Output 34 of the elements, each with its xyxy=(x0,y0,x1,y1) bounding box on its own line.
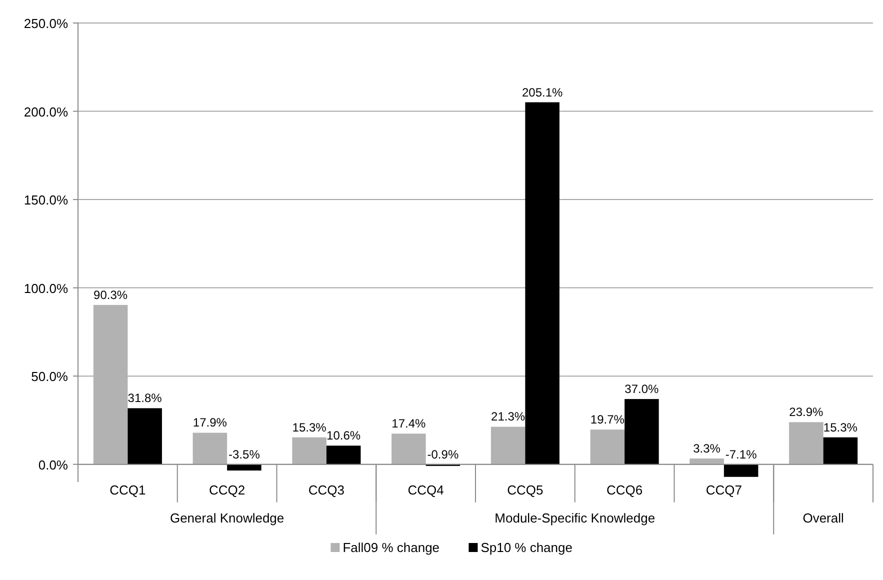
data-label: 19.7% xyxy=(590,412,625,427)
text: General Knowledge xyxy=(170,510,284,526)
y-tick-label: 200.0% xyxy=(24,104,68,120)
data-label: -7.1% xyxy=(725,447,758,462)
x-tick-label: CCQ1 xyxy=(110,482,146,498)
y-tick-label: 100.0% xyxy=(24,280,68,296)
text: Module-Specific Knowledge xyxy=(494,510,656,526)
data-label: 15.3% xyxy=(292,420,327,434)
data-label: 17.9% xyxy=(192,416,228,430)
y-tick-label: 0.0% xyxy=(38,457,68,472)
data-label: 205.1% xyxy=(522,85,563,100)
legend-label: Fall09 % change xyxy=(342,540,440,555)
data-label: -0.9% xyxy=(427,447,459,462)
y-tick-label: 250.0% xyxy=(24,16,68,31)
text: Overall xyxy=(802,510,844,526)
data-label: 23.9% xyxy=(789,405,824,420)
data-label: 3.3% xyxy=(693,442,721,456)
x-tick-label: CCQ4 xyxy=(408,482,444,498)
x-tick-label: CCQ3 xyxy=(308,482,344,498)
data-label: -3.5% xyxy=(228,447,260,462)
y-tick-label: 150.0% xyxy=(24,192,68,208)
data-label: 17.4% xyxy=(392,416,426,431)
x-tick-label: CCQ5 xyxy=(507,482,544,498)
x-tick-label: CCQ7 xyxy=(706,482,742,498)
x-tick-label: CCQ6 xyxy=(606,482,643,498)
data-label: 37.0% xyxy=(624,382,660,396)
x-tick-label: CCQ2 xyxy=(209,482,246,498)
legend-label: Sp10 % change xyxy=(480,540,572,555)
data-label: 31.8% xyxy=(128,391,162,406)
data-label: 21.3% xyxy=(491,410,526,424)
data-label: 90.3% xyxy=(94,288,128,302)
data-label: 15.3% xyxy=(823,420,858,434)
y-tick-label: 50.0% xyxy=(31,369,68,384)
data-label: 10.6% xyxy=(326,428,361,443)
